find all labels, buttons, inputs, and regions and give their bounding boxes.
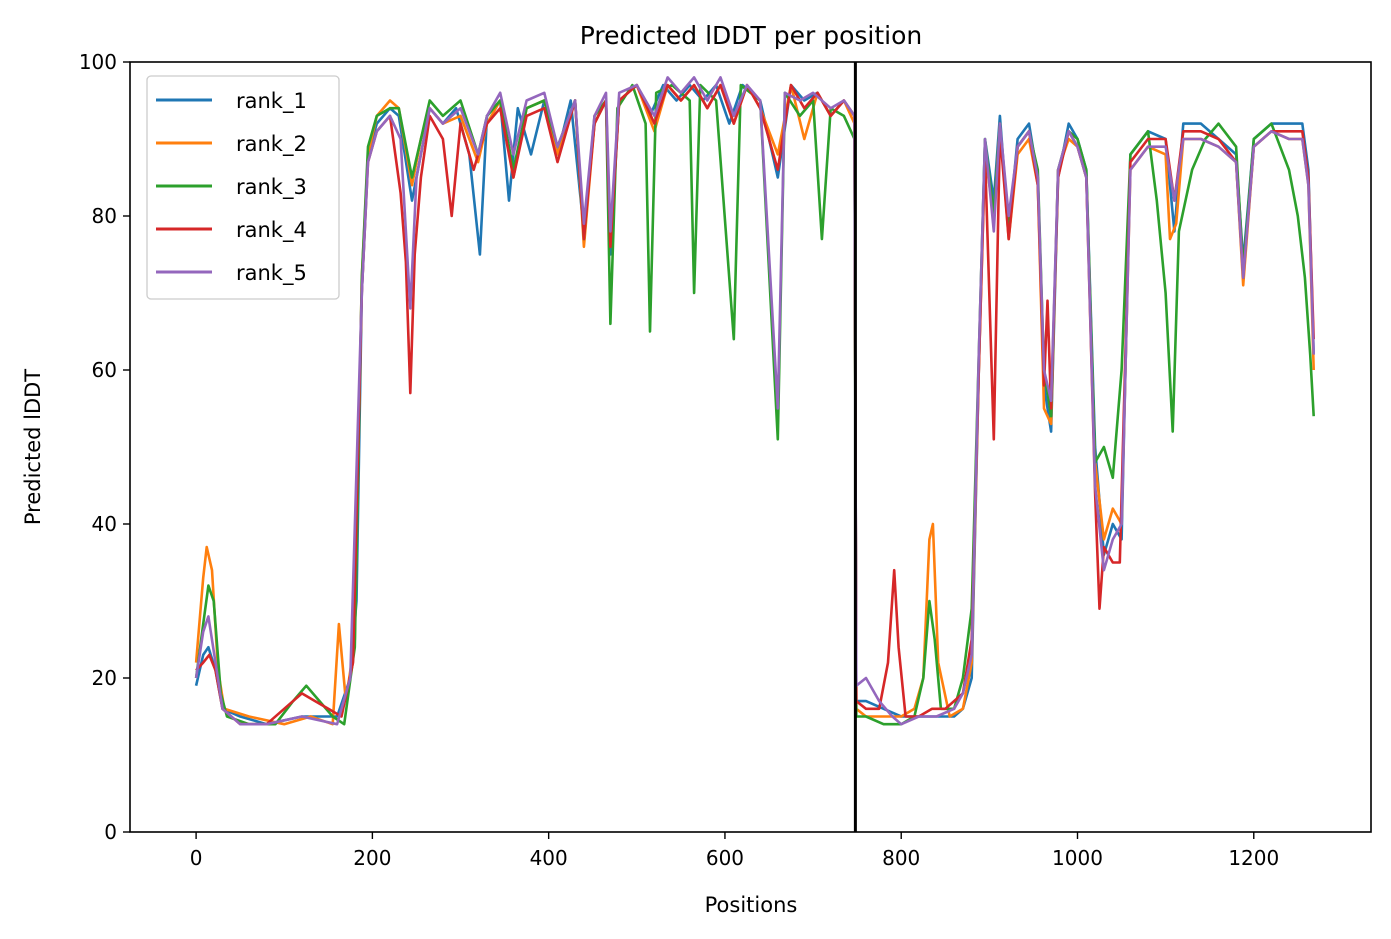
legend-box xyxy=(146,75,340,300)
x-axis: 0 200 400 600 800 1000 1200 xyxy=(190,832,1279,870)
y-tick-label: 60 xyxy=(92,358,117,382)
y-axis-label: Predicted lDDT xyxy=(21,369,45,525)
plot-frame xyxy=(129,61,1372,833)
x-tick-label: 400 xyxy=(530,846,568,870)
legend-label-rank_2: rank_2 xyxy=(236,132,307,157)
legend-label-rank_5: rank_5 xyxy=(236,261,307,286)
x-axis-label: Positions xyxy=(705,893,798,917)
x-tick-label: 200 xyxy=(353,846,391,870)
series-line-rank_4 xyxy=(195,83,1315,726)
x-tick-label: 0 xyxy=(190,846,203,870)
y-tick-label: 40 xyxy=(92,512,117,536)
x-tick-label: 1200 xyxy=(1228,846,1279,870)
x-tick-label: 800 xyxy=(882,846,920,870)
legend-label-rank_1: rank_1 xyxy=(236,89,307,114)
series-layer xyxy=(194,76,1315,726)
y-tick-label: 0 xyxy=(104,820,117,844)
legend-label-rank_3: rank_3 xyxy=(236,175,307,200)
x-tick-label: 600 xyxy=(706,846,744,870)
y-tick-label: 20 xyxy=(92,666,117,690)
y-tick-label: 100 xyxy=(79,50,117,74)
y-tick-label: 80 xyxy=(92,204,117,228)
legend-label-rank_4: rank_4 xyxy=(236,218,307,243)
x-tick-label: 1000 xyxy=(1052,846,1103,870)
chart-title: Predicted lDDT per position xyxy=(580,21,922,50)
legend: rank_1 rank_2 rank_3 rank_4 rank_5 xyxy=(146,75,340,300)
y-axis: 0 20 40 60 80 100 xyxy=(79,50,130,844)
plot-area xyxy=(194,62,1315,832)
series-line-rank_5 xyxy=(194,76,1315,726)
